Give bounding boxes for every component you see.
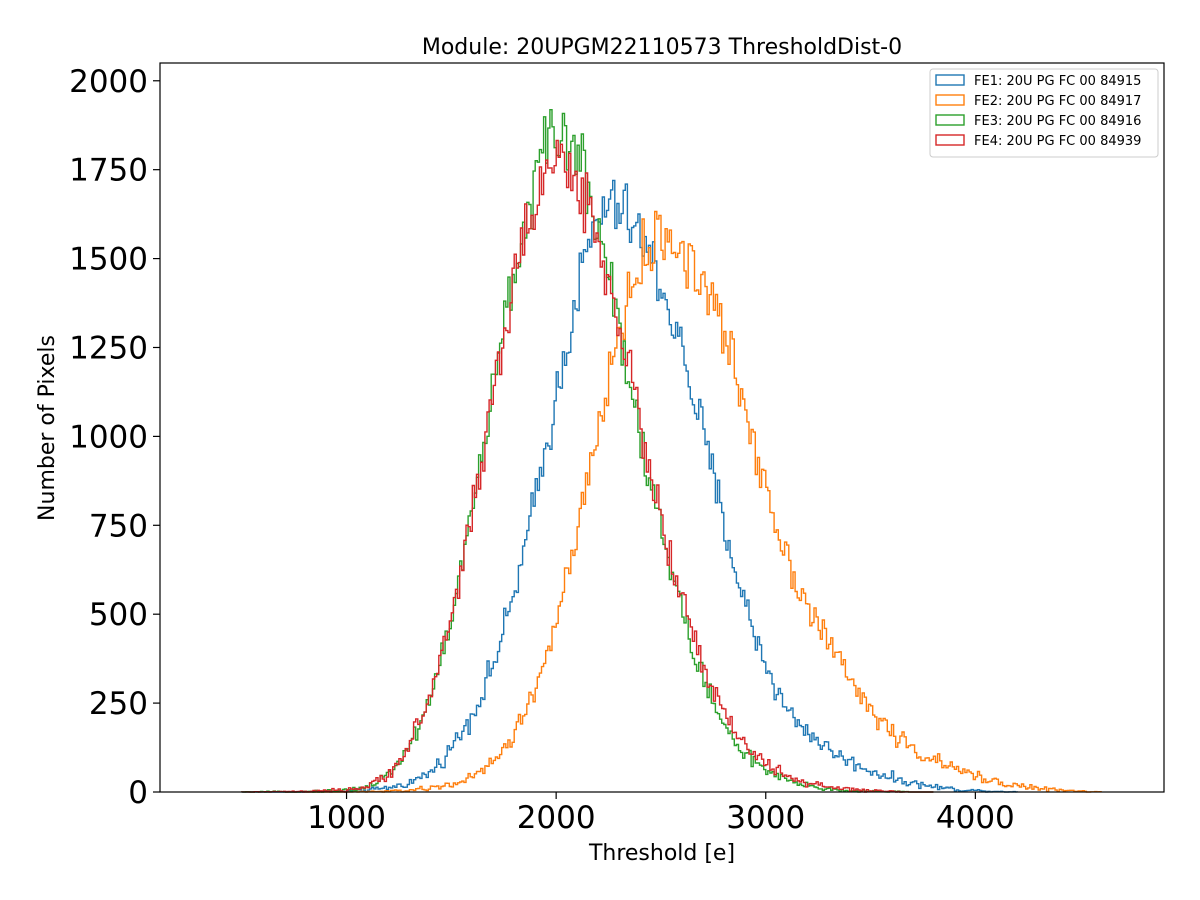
x-tick-label: 2000 (517, 800, 596, 836)
legend-label-fe3: FE3: 20U PG FC 00 84916 (974, 114, 1141, 129)
series-line-fe4 (241, 139, 934, 793)
y-tick-label: 1500 (69, 242, 148, 278)
y-axis: 0 250 500 750 1000 1250 1500 1750 2000 (69, 64, 160, 811)
y-tick-label: 250 (89, 686, 148, 722)
y-axis-label: Number of Pixels (35, 335, 60, 521)
legend-label-fe4: FE4: 20U PG FC 00 84939 (974, 134, 1141, 149)
y-tick-label: 1750 (69, 153, 148, 189)
y-tick-label: 500 (89, 597, 148, 633)
plot-frame (159, 62, 1165, 793)
legend-swatch-fe2 (935, 94, 965, 106)
y-tick-label: 1000 (69, 419, 148, 455)
plot-area (241, 109, 1102, 793)
series-line-fe2 (304, 210, 1102, 793)
legend-label-fe1: FE1: 20U PG FC 00 84915 (974, 74, 1141, 89)
y-tick-label: 1250 (69, 330, 148, 366)
legend-swatch-fe4 (935, 134, 965, 146)
x-axis-label: Threshold [e] (588, 841, 735, 866)
y-tick-label: 0 (128, 775, 148, 811)
legend-label-fe2: FE2: 20U PG FC 00 84917 (974, 94, 1141, 109)
x-tick-label: 4000 (936, 800, 1015, 836)
y-tick-label: 750 (89, 508, 148, 544)
legend-box (929, 68, 1159, 158)
legend: FE1: 20U PG FC 00 84915 FE2: 20U PG FC 00… (929, 68, 1159, 158)
legend-swatch-fe3 (935, 114, 965, 126)
series-line-fe1 (241, 179, 1018, 793)
x-axis: 1000 2000 3000 4000 (307, 792, 1015, 836)
x-tick-label: 1000 (307, 800, 386, 836)
y-tick-label: 2000 (69, 64, 148, 100)
chart-title: Module: 20UPGM22110573 ThresholdDist-0 (422, 35, 902, 60)
x-tick-label: 3000 (726, 800, 805, 836)
legend-swatch-fe1 (935, 74, 965, 86)
